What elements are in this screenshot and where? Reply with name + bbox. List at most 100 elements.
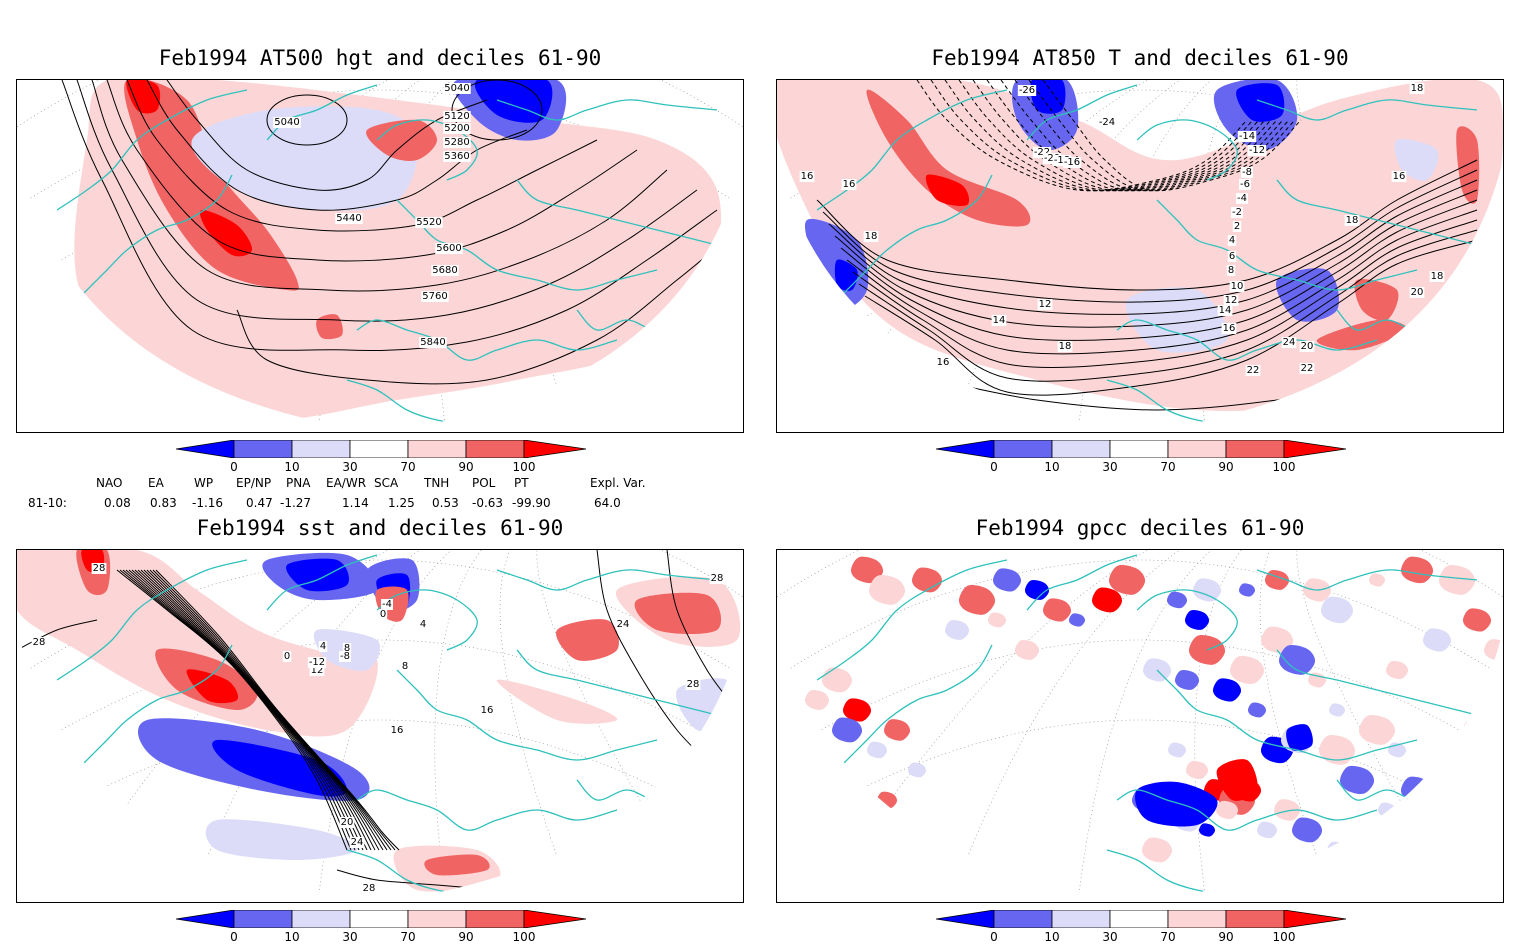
colorbar-tick-label: 70 xyxy=(1160,930,1176,944)
contour-line xyxy=(1014,80,1290,192)
colorbar-canvas xyxy=(935,439,1347,459)
contour-label-bg xyxy=(709,573,725,584)
index-value: -99.90 xyxy=(512,496,551,510)
contour-line xyxy=(834,189,1478,328)
contour-label-bg xyxy=(381,599,393,610)
contour-label-bg xyxy=(1227,235,1237,246)
map-t850: -26 -24 -22 -20 -18 -16 -14 -12 -8 -6 -4 -2 2 4 6 8 10 12… xyxy=(776,79,1504,433)
contour-label: 5280 xyxy=(444,137,469,148)
contour-label: -6 xyxy=(1240,179,1250,190)
contour-label: 5520 xyxy=(416,217,441,228)
decile-shading xyxy=(1260,626,1294,654)
contour-line xyxy=(916,80,1248,192)
decile-shading xyxy=(1318,735,1356,765)
colorbar-tick-label: 10 xyxy=(284,460,300,474)
coastline xyxy=(56,89,248,211)
contour-label: 8 xyxy=(402,661,408,672)
colorbar-segment xyxy=(407,909,467,929)
colorbar-canvas xyxy=(175,439,587,459)
contour-line xyxy=(930,80,1254,192)
contour-label-bg xyxy=(1062,157,1082,168)
coastline xyxy=(1026,84,1138,141)
coastline xyxy=(516,179,738,251)
decile-shading xyxy=(1185,760,1209,780)
colorbar-tick-label: 0 xyxy=(230,930,238,944)
decile-shading xyxy=(1192,578,1222,602)
decile-shading xyxy=(1042,598,1072,622)
contour-label: 5840 xyxy=(420,337,445,348)
contour-label: -26 xyxy=(1019,85,1035,96)
contour-label: 0 xyxy=(284,651,290,662)
contour-line xyxy=(958,80,1266,192)
contour-label: -12 xyxy=(309,657,325,668)
contour-line xyxy=(822,169,1478,303)
contour-label: 5360 xyxy=(444,151,469,162)
colorbar-segment xyxy=(1109,439,1169,459)
index-header: WP xyxy=(194,476,214,490)
coastline xyxy=(356,319,618,361)
contour-label-bg xyxy=(435,243,463,254)
projection-mask xyxy=(777,160,1137,432)
colorbar-tick-label: 100 xyxy=(512,460,536,474)
contour-label-bg xyxy=(309,665,325,676)
decile-shading xyxy=(1142,658,1172,682)
decile-shading xyxy=(831,717,863,743)
colorbar-canvas xyxy=(935,909,1347,929)
decile-shading xyxy=(556,619,619,661)
contour-label-bg xyxy=(349,837,365,848)
colorbar-segment xyxy=(1225,909,1285,929)
coastline xyxy=(1156,669,1418,761)
contour-label-bg xyxy=(1344,215,1360,226)
coastline xyxy=(1116,789,1378,831)
panel-title-sst: Feb1994 sst and deciles 61-90 xyxy=(196,516,564,540)
decile-shading xyxy=(1422,628,1452,652)
contour-label: 18 xyxy=(1411,83,1424,94)
contour-label: 22 xyxy=(1301,363,1314,374)
colorbar-tick-label: 70 xyxy=(400,930,416,944)
contour-label: -14 xyxy=(1239,131,1255,142)
contour-label: 14 xyxy=(1219,305,1232,316)
contour-label: 5440 xyxy=(336,213,361,224)
decile-shading xyxy=(1229,655,1265,685)
contour-line xyxy=(91,80,668,292)
contour-label: 16 xyxy=(843,179,856,190)
contour-label-bg xyxy=(389,725,405,736)
coastline xyxy=(1276,179,1498,251)
decile-shading xyxy=(1141,837,1173,863)
coastline xyxy=(1026,554,1138,611)
colorbar-gpcc: 0 10 30 70 90 100 xyxy=(935,909,1347,944)
decile-shading xyxy=(1174,670,1200,690)
contour-label-bg xyxy=(1097,117,1117,128)
colorbar-tick-label: 90 xyxy=(458,460,474,474)
contour-label: 16 xyxy=(1393,171,1406,182)
contour-label-bg xyxy=(479,705,495,716)
decile-shading xyxy=(1320,596,1354,624)
colorbar-segment xyxy=(993,439,1053,459)
contour-label: 16 xyxy=(391,725,404,736)
index-header: EP/NP xyxy=(236,476,272,490)
contour-label: 24 xyxy=(351,837,364,848)
colorbar-segment xyxy=(1167,909,1227,929)
index-row-label: 81-10: xyxy=(28,496,67,510)
decile-shading xyxy=(1216,759,1258,801)
contour-line xyxy=(944,80,1260,192)
colorbar-segment xyxy=(993,909,1053,929)
contour-label-bg xyxy=(1237,131,1257,142)
contour-label-bg xyxy=(31,637,47,648)
contour-line xyxy=(1042,80,1302,192)
projection-mask xyxy=(17,160,377,432)
contour-label-bg xyxy=(1409,287,1425,298)
contour-label: 20 xyxy=(1411,287,1424,298)
decile-shading xyxy=(286,558,349,592)
contour-label-bg xyxy=(1245,365,1261,376)
contour-label: -20 xyxy=(1044,153,1060,164)
colorbar-tick-label: 0 xyxy=(990,930,998,944)
contour-label: -8 xyxy=(1242,167,1252,178)
contour-line xyxy=(986,80,1278,192)
contour-line xyxy=(846,209,1478,355)
contour-label: 5120 xyxy=(444,111,469,122)
contour-label-bg xyxy=(615,619,631,630)
decile-shading xyxy=(1108,565,1146,595)
index-value: 1.25 xyxy=(388,496,415,510)
